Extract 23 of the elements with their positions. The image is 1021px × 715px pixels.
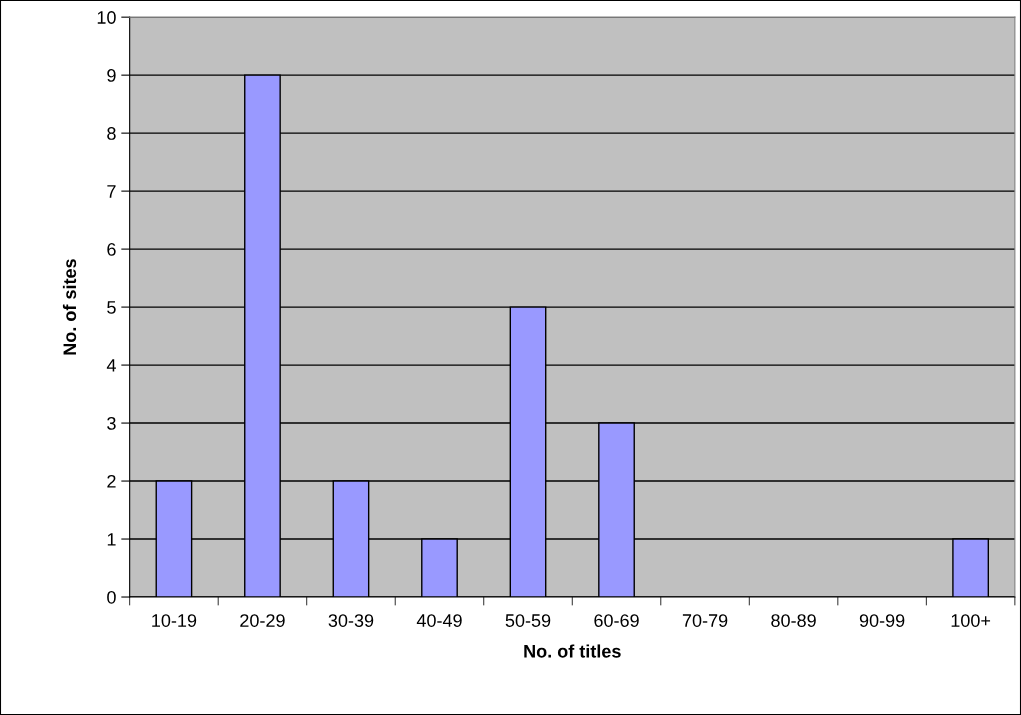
x-tick-label: 20-29 xyxy=(240,614,285,627)
y-tick-label: 7 xyxy=(107,185,116,198)
y-tick-label: 8 xyxy=(107,127,116,140)
y-tick-label: 0 xyxy=(107,590,116,604)
x-tick-label: 90-99 xyxy=(859,614,905,627)
y-axis-title: No. of sites xyxy=(62,259,77,355)
y-tick-label: 6 xyxy=(107,243,116,256)
x-tick-label: 50-59 xyxy=(505,614,551,627)
x-axis-title: No. of titles xyxy=(524,644,621,658)
y-tick-label: 9 xyxy=(107,69,116,82)
x-tick-label: 80-89 xyxy=(771,614,816,627)
x-tick-label: 40-49 xyxy=(416,614,462,627)
x-tick-label: 10-19 xyxy=(152,614,197,627)
x-tick-label: 70-79 xyxy=(682,614,728,627)
y-tick-label: 3 xyxy=(107,417,116,430)
y-tick-label: 4 xyxy=(106,359,116,372)
x-tick-label: 30-39 xyxy=(328,614,374,627)
y-tick-label: 10 xyxy=(97,11,116,24)
y-tick-label: 5 xyxy=(107,301,116,314)
x-tick-label: 60-69 xyxy=(594,614,639,627)
x-tick-label: 100+ xyxy=(951,614,991,627)
y-tick-label: 2 xyxy=(107,474,116,488)
y-tick-label: 1 xyxy=(107,533,116,546)
